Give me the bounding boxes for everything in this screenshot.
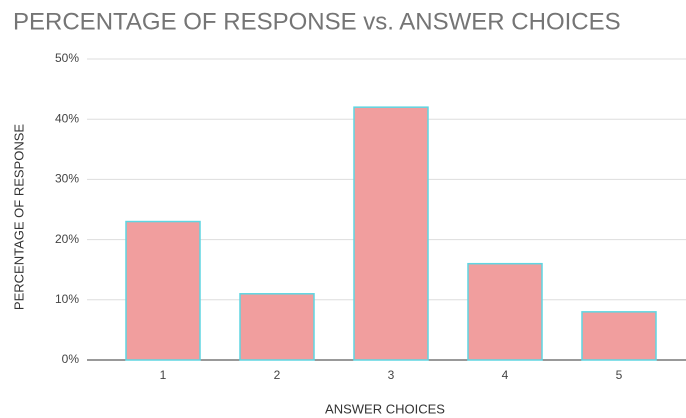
bar bbox=[467, 262, 543, 361]
x-axis-title: ANSWER CHOICES bbox=[325, 401, 445, 416]
y-tick-label: 40% bbox=[55, 111, 79, 125]
y-axis-title: PERCENTAGE OF RESPONSE bbox=[11, 124, 26, 310]
bar bbox=[125, 220, 201, 361]
bar bbox=[581, 311, 657, 361]
y-tick-label: 0% bbox=[62, 352, 80, 366]
x-tick-label: 3 bbox=[388, 368, 395, 382]
y-tick-label: 20% bbox=[55, 232, 79, 246]
x-tick-label: 1 bbox=[160, 368, 167, 382]
x-tick-label: 4 bbox=[502, 368, 509, 382]
y-tick-label: 50% bbox=[55, 51, 79, 65]
x-tick-label: 2 bbox=[274, 368, 281, 382]
chart-title: PERCENTAGE OF RESPONSE vs. ANSWER CHOICE… bbox=[13, 8, 621, 35]
bar bbox=[239, 293, 315, 361]
y-tick-label: 30% bbox=[55, 172, 79, 186]
bar bbox=[353, 106, 429, 361]
x-tick-label: 5 bbox=[616, 368, 623, 382]
y-tick-label: 10% bbox=[55, 292, 79, 306]
